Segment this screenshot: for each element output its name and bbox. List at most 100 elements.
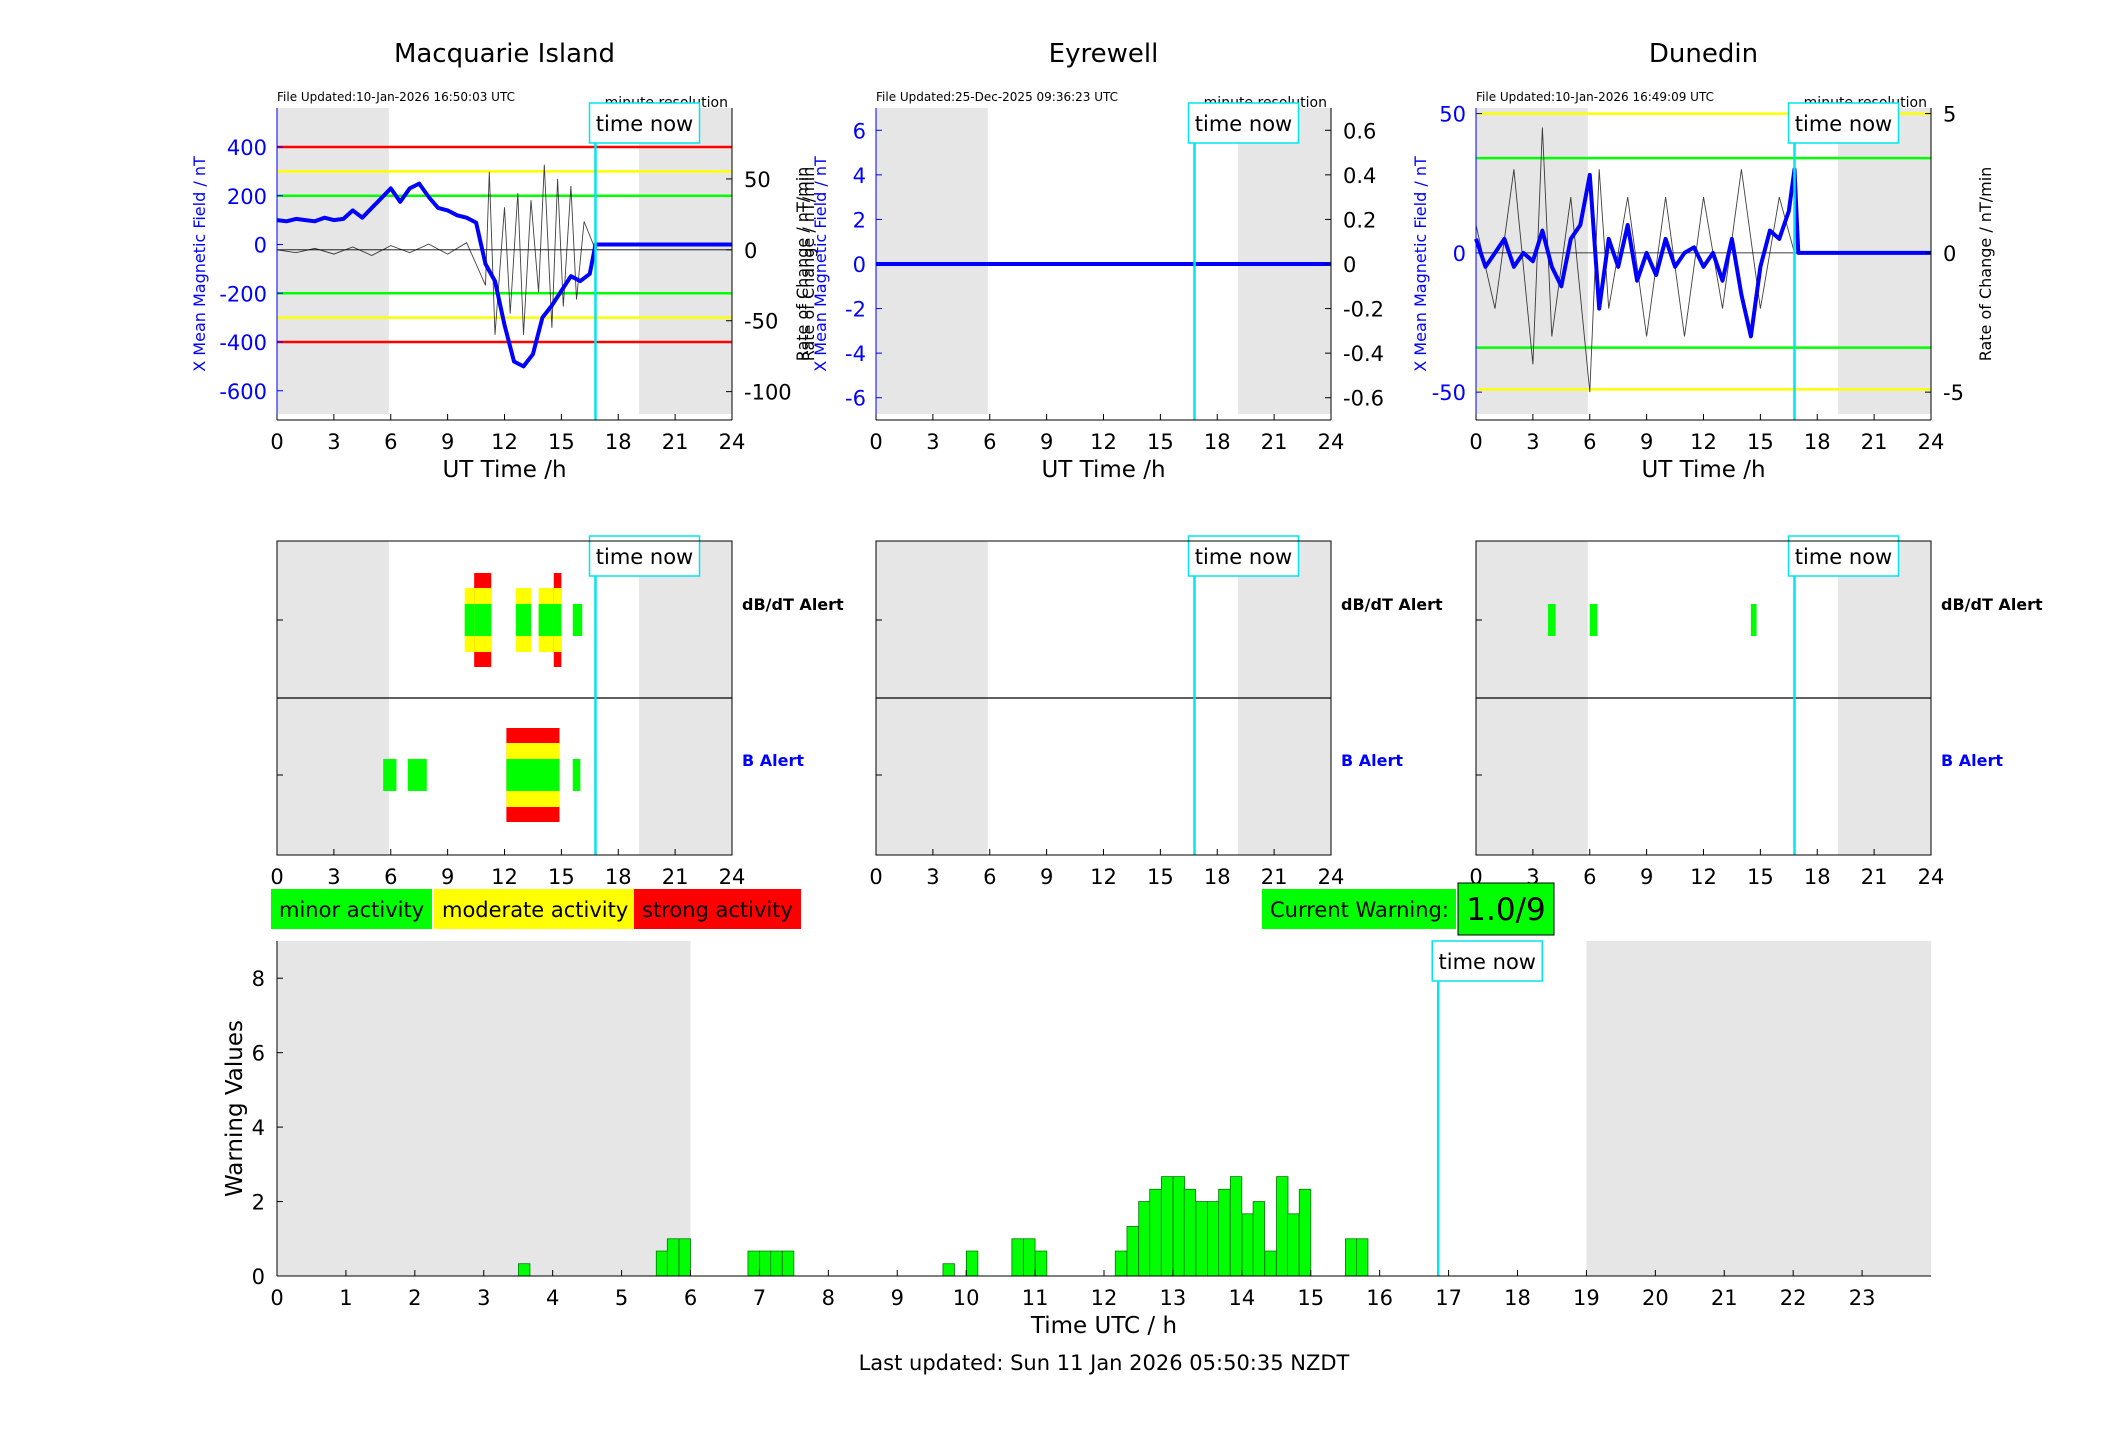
x-tick-label: 6 [983, 430, 996, 454]
right-tick-label: 0 [744, 239, 757, 263]
night-shade [639, 108, 732, 414]
warning-bar [1345, 1238, 1358, 1277]
warning-bar [1252, 1201, 1265, 1277]
alert-x-tick-label: 0 [270, 865, 283, 889]
b-alert-minor [407, 759, 427, 791]
dbdt-alert-minor [1548, 604, 1556, 636]
alert-x-tick-label: 21 [1261, 865, 1288, 889]
warning-x-tick-label: 11 [1022, 1286, 1049, 1310]
b-alert-label: B Alert [1341, 751, 1403, 770]
left-tick-label: -50 [1432, 381, 1466, 405]
left-tick-label: 2 [853, 208, 866, 232]
file-updated-label: File Updated:10-Jan-2026 16:49:09 UTC [1476, 90, 1714, 104]
warning-bar [1172, 1176, 1186, 1277]
warning-y-axis-label: Warning Values [222, 1020, 248, 1197]
left-tick-label: 0 [254, 234, 267, 258]
x-tick-label: 6 [384, 430, 397, 454]
left-tick-label: -6 [845, 387, 866, 411]
warning-bar [1207, 1201, 1220, 1277]
time-now-label: time now [596, 112, 693, 136]
warning-bar [1161, 1176, 1174, 1277]
dbdt-alert-minor [515, 604, 532, 636]
warning-bar [1195, 1201, 1208, 1277]
warning-y-tick-label: 4 [252, 1116, 265, 1140]
x-tick-label: 18 [605, 430, 632, 454]
dbdt-alert-label: dB/dT Alert [1341, 595, 1443, 614]
x-tick-label: 15 [1747, 430, 1774, 454]
warning-bar [1298, 1188, 1312, 1277]
warning-time-now-label: time now [1439, 950, 1536, 974]
warning-bar [1276, 1176, 1289, 1277]
warning-bar [1126, 1226, 1139, 1277]
station-title: Macquarie Island [394, 39, 615, 69]
legend-swatch-strong [634, 889, 801, 929]
warning-bar [1023, 1238, 1036, 1277]
night-shade [876, 108, 988, 414]
current-warning-label: Current Warning: [1270, 898, 1449, 922]
b-alert-minor [572, 759, 581, 791]
left-tick-label: 400 [227, 136, 267, 160]
warning-x-tick-label: 16 [1366, 1286, 1393, 1310]
warning-x-tick-label: 13 [1160, 1286, 1187, 1310]
x-tick-label: 21 [1861, 430, 1888, 454]
warning-night-shade [277, 941, 691, 1276]
x-tick-label: 18 [1204, 430, 1231, 454]
x-axis-label: UT Time /h [1041, 457, 1165, 483]
warning-bar [1356, 1238, 1369, 1277]
warning-x-tick-label: 9 [891, 1286, 904, 1310]
left-axis-label: X Mean Magnetic Field / nT [1411, 156, 1430, 372]
alert-x-tick-label: 24 [1318, 865, 1345, 889]
alert-x-tick-label: 21 [1861, 865, 1888, 889]
x-axis-label: UT Time /h [1641, 457, 1765, 483]
right-tick-label: 0 [1943, 242, 1956, 266]
file-updated-label: File Updated:25-Dec-2025 09:36:23 UTC [876, 90, 1118, 104]
left-tick-label: -400 [219, 331, 267, 355]
right-tick-label: -0.4 [1343, 342, 1384, 366]
alert-x-tick-label: 3 [926, 865, 939, 889]
alert-time-now-box [1787, 535, 1900, 577]
warning-bar [747, 1250, 760, 1277]
station-panel-2: Dunedin File Updated:10-Jan-2026 16:49:09… [1411, 39, 2043, 889]
warning-bar [1229, 1176, 1243, 1277]
mean-field-series [1474, 167, 1931, 339]
warning-x-tick-label: 5 [615, 1286, 628, 1310]
station-title: Eyrewell [1049, 39, 1159, 69]
x-tick-label: 9 [441, 430, 454, 454]
warning-x-tick-label: 12 [1091, 1286, 1118, 1310]
x-tick-label: 0 [270, 430, 283, 454]
warning-x-tick-label: 22 [1780, 1286, 1807, 1310]
time-now-box [588, 102, 701, 144]
warning-bar [1183, 1188, 1197, 1277]
x-tick-label: 0 [869, 430, 882, 454]
right-tick-label: 0 [1343, 253, 1356, 277]
dbdt-alert-minor [1750, 604, 1757, 636]
alert-x-tick-label: 9 [441, 865, 454, 889]
legend-label-strong: strong activity [642, 898, 793, 922]
x-tick-label: 24 [719, 430, 746, 454]
x-tick-label: 15 [1147, 430, 1174, 454]
right-tick-label: -5 [1943, 381, 1964, 405]
warning-x-tick-label: 0 [270, 1286, 283, 1310]
alert-x-tick-label: 15 [1747, 865, 1774, 889]
x-tick-label: 6 [1583, 430, 1596, 454]
alert-x-tick-label: 18 [1804, 865, 1831, 889]
alert-x-tick-label: 18 [605, 865, 632, 889]
x-tick-label: 15 [548, 430, 575, 454]
warning-x-tick-label: 23 [1849, 1286, 1876, 1310]
right-axis-label: Rate of Change / nT/min [799, 167, 818, 362]
x-axis-label: UT Time /h [442, 457, 566, 483]
left-tick-label: 0 [853, 253, 866, 277]
right-tick-label: -100 [744, 381, 792, 405]
warning-x-tick-label: 19 [1573, 1286, 1600, 1310]
warning-x-tick-label: 6 [684, 1286, 697, 1310]
right-tick-label: -50 [744, 310, 778, 334]
left-tick-label: 6 [853, 119, 866, 143]
current-warning-value-box [1457, 882, 1555, 936]
warning-bar [678, 1238, 691, 1277]
warning-bar [965, 1250, 979, 1277]
warning-x-tick-label: 18 [1504, 1286, 1531, 1310]
legend-swatch-moderate [434, 889, 634, 929]
legend-label-minor: minor activity [279, 898, 424, 922]
